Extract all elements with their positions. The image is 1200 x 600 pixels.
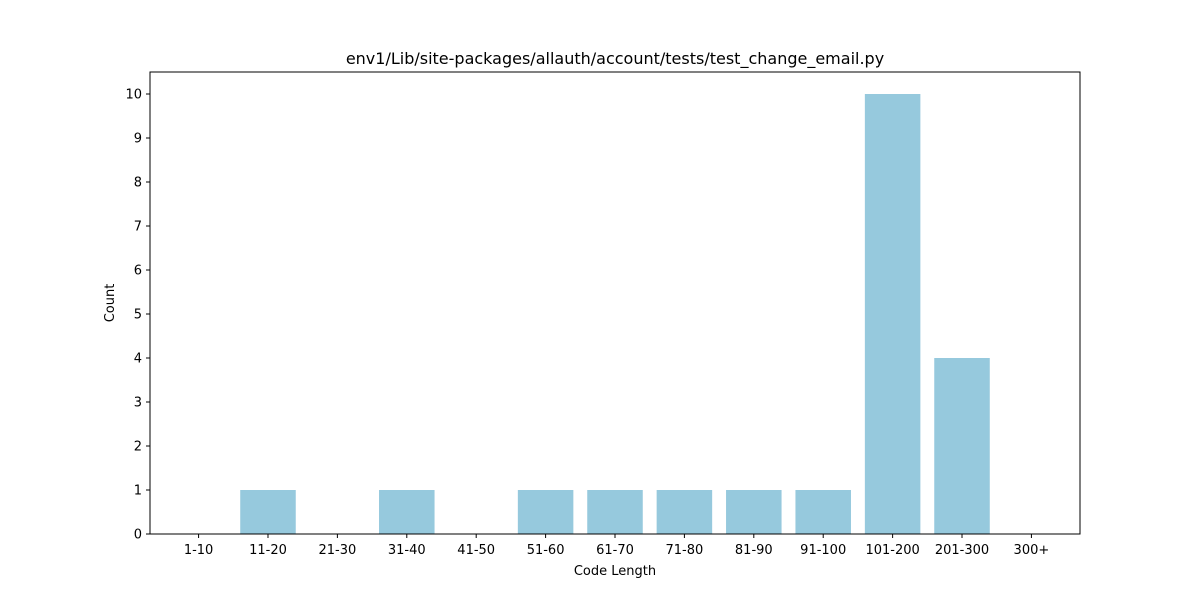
y-tick-label: 8 xyxy=(134,176,142,191)
y-tick-label: 3 xyxy=(134,396,142,411)
bar-101-200 xyxy=(864,94,921,534)
y-tick-label: 4 xyxy=(134,352,142,367)
bar-81-90 xyxy=(726,490,782,534)
y-axis-label: Count xyxy=(103,284,118,323)
x-tick-label: 41-50 xyxy=(457,543,495,558)
chart-title: env1/Lib/site-packages/allauth/account/t… xyxy=(346,49,884,69)
y-axis: 0 1 2 3 4 5 6 7 8 9 10 xyxy=(125,88,150,543)
x-tick-label: 201-300 xyxy=(935,543,989,558)
bars-group xyxy=(240,94,990,534)
y-tick-label: 1 xyxy=(134,484,142,499)
y-tick-label: 7 xyxy=(134,220,142,235)
bar-31-40 xyxy=(379,490,435,534)
x-tick-label: 21-30 xyxy=(318,543,356,558)
x-tick-label: 300+ xyxy=(1014,543,1050,558)
x-tick-label: 1-10 xyxy=(184,543,214,558)
x-tick-label: 91-100 xyxy=(800,543,846,558)
x-tick-label: 11-20 xyxy=(249,543,287,558)
x-tick-label: 51-60 xyxy=(527,543,565,558)
bar-51-60 xyxy=(517,490,574,534)
y-tick-label: 6 xyxy=(134,264,142,279)
bar-11-20 xyxy=(240,490,296,534)
x-axis-label: Code Length xyxy=(574,564,656,579)
x-tick-label: 71-80 xyxy=(666,543,704,558)
y-tick-label: 5 xyxy=(134,308,142,323)
bar-91-100 xyxy=(795,490,851,534)
y-tick-label: 0 xyxy=(134,528,142,543)
y-tick-label: 2 xyxy=(134,440,142,455)
bar-201-300 xyxy=(934,358,990,534)
y-tick-label: 10 xyxy=(125,88,142,103)
x-tick-label: 81-90 xyxy=(735,543,773,558)
x-tick-label: 101-200 xyxy=(865,543,919,558)
x-tick-label: 61-70 xyxy=(596,543,634,558)
bar-71-80 xyxy=(656,490,713,534)
y-tick-label: 9 xyxy=(134,132,142,147)
x-tick-label: 31-40 xyxy=(388,543,426,558)
x-axis: 1-10 11-20 21-30 31-40 41-50 51-60 61-70 71-80 8… xyxy=(184,534,1049,558)
bar-61-70 xyxy=(587,490,643,534)
